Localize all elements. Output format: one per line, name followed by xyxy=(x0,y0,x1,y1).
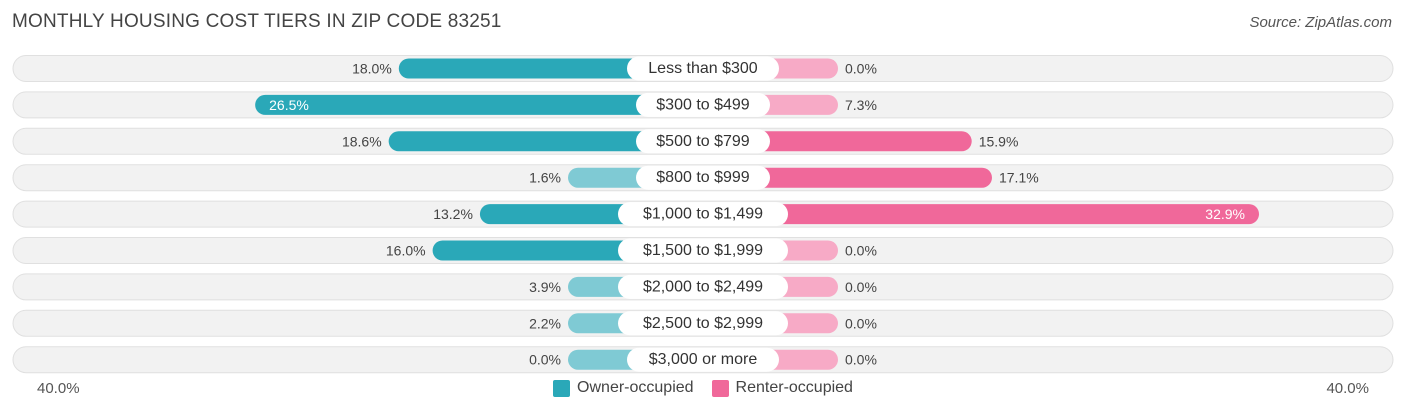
chart-title: MONTHLY HOUSING COST TIERS IN ZIP CODE 8… xyxy=(12,11,502,32)
renter-value-label: 0.0% xyxy=(845,315,877,331)
legend-item-owner[interactable]: Owner-occupied xyxy=(553,379,694,397)
category-label: $1,500 to $1,999 xyxy=(643,242,763,259)
owner-value-label: 18.0% xyxy=(352,61,392,77)
category-pill xyxy=(636,129,770,154)
legend-item-renter[interactable]: Renter-occupied xyxy=(711,379,853,397)
renter-value-label: 0.0% xyxy=(845,352,877,368)
renter-bar xyxy=(703,131,972,152)
owner-value-label: 16.0% xyxy=(386,243,426,259)
owner-bar xyxy=(398,58,703,79)
legend-swatch-owner xyxy=(553,379,571,397)
renter-bar xyxy=(703,167,992,188)
owner-value-label: 13.2% xyxy=(433,206,473,222)
category-label: $1,000 to $1,499 xyxy=(643,206,763,223)
category-label: $2,000 to $2,499 xyxy=(643,278,763,295)
owner-value-label: 3.9% xyxy=(529,279,561,295)
renter-value-label: 15.9% xyxy=(979,133,1019,149)
legend-swatch-renter xyxy=(711,379,729,397)
renter-value-label: 32.9% xyxy=(1205,206,1245,222)
category-pill xyxy=(618,238,788,263)
renter-value-label: 0.0% xyxy=(845,279,877,295)
category-pill xyxy=(618,274,788,299)
source-credit: Source: ZipAtlas.com xyxy=(1249,14,1392,31)
renter-bar xyxy=(703,204,1260,225)
owner-bar xyxy=(388,131,703,152)
owner-value-label: 1.6% xyxy=(529,170,561,186)
category-pill xyxy=(618,311,788,336)
category-label: $300 to $499 xyxy=(656,96,750,113)
renter-value-label: 0.0% xyxy=(845,61,877,77)
renter-value-label: 0.0% xyxy=(845,243,877,259)
category-pill xyxy=(618,202,788,227)
category-pill xyxy=(627,56,779,81)
category-label: $2,500 to $2,999 xyxy=(643,315,763,332)
owner-value-label: 18.6% xyxy=(342,133,382,149)
category-label: $3,000 or more xyxy=(649,351,758,368)
owner-value-label: 2.2% xyxy=(529,315,561,331)
legend: Owner-occupied Renter-occupied xyxy=(0,379,1406,397)
category-pill xyxy=(627,347,779,372)
owner-bar xyxy=(255,94,703,115)
category-label: $500 to $799 xyxy=(656,133,750,150)
axis-right-label: 40.0% xyxy=(1326,380,1369,397)
owner-value-label: 0.0% xyxy=(529,352,561,368)
axis-left-label: 40.0% xyxy=(37,380,80,397)
category-label: Less than $300 xyxy=(648,60,758,77)
legend-label-renter: Renter-occupied xyxy=(735,379,853,396)
renter-value-label: 17.1% xyxy=(999,170,1039,186)
renter-value-label: 7.3% xyxy=(845,97,877,113)
category-label: $800 to $999 xyxy=(656,169,750,186)
owner-value-label: 26.5% xyxy=(269,97,309,113)
category-pill xyxy=(636,92,770,117)
legend-label-owner: Owner-occupied xyxy=(577,379,694,396)
category-pill xyxy=(636,165,770,190)
